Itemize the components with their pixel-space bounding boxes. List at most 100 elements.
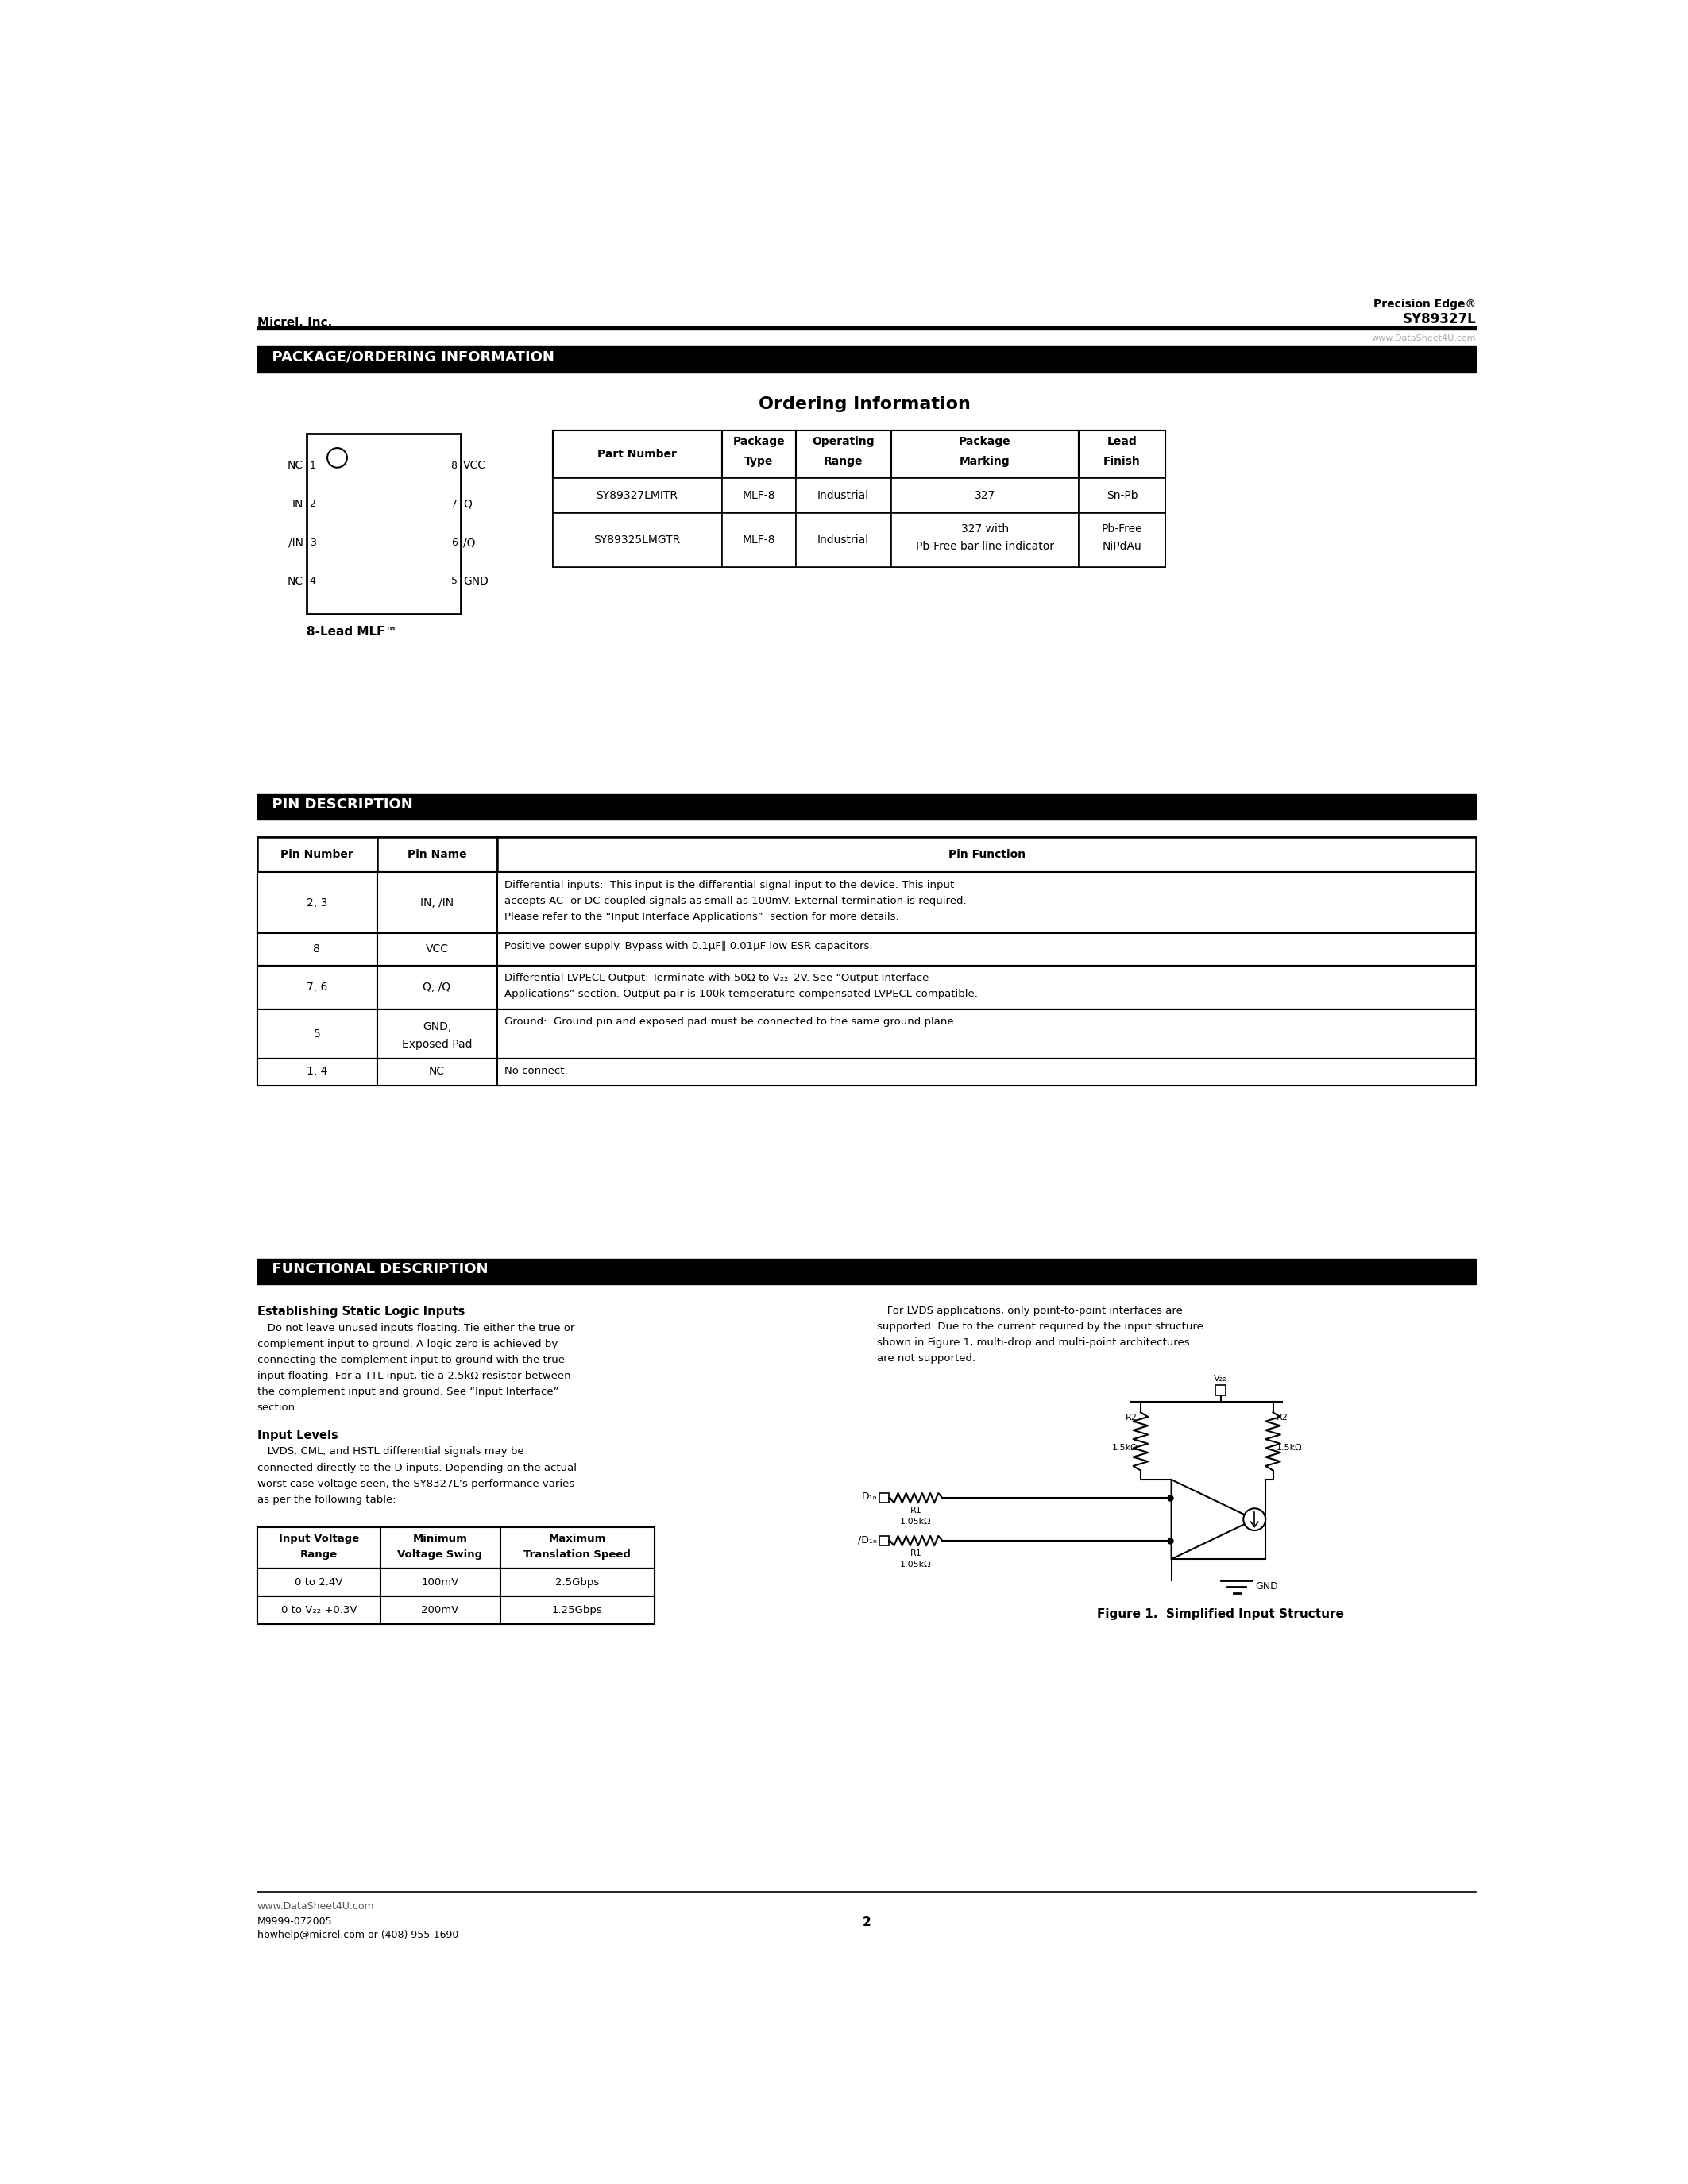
Bar — [257, 933, 1475, 965]
Bar — [257, 836, 1475, 871]
Bar — [257, 1527, 655, 1568]
Bar — [891, 430, 1079, 478]
Text: supported. Due to the current required by the input structure: supported. Due to the current required b… — [878, 1321, 1204, 1332]
Text: 100mV: 100mV — [422, 1577, 459, 1588]
Text: are not supported.: are not supported. — [878, 1354, 976, 1365]
Text: worst case voltage seen, the SY8327L’s performance varies: worst case voltage seen, the SY8327L’s p… — [257, 1479, 574, 1489]
Text: MLF-8: MLF-8 — [743, 535, 775, 546]
Text: Q, /Q: Q, /Q — [424, 983, 451, 994]
Text: R1: R1 — [910, 1507, 922, 1514]
Bar — [257, 965, 1475, 1009]
Bar — [498, 1009, 1475, 1059]
Text: Do not leave unused inputs floating. Tie either the true or: Do not leave unused inputs floating. Tie… — [257, 1324, 574, 1334]
Text: Pin Number: Pin Number — [280, 850, 353, 860]
Bar — [376, 1009, 498, 1059]
Text: Voltage Swing: Voltage Swing — [397, 1548, 483, 1559]
Text: 200mV: 200mV — [422, 1605, 459, 1614]
Text: Operating: Operating — [812, 437, 874, 448]
Bar — [879, 1494, 890, 1503]
Text: the complement input and ground. See “Input Interface”: the complement input and ground. See “In… — [257, 1387, 559, 1398]
Text: hbwhelp@micrel.com or (408) 955-1690: hbwhelp@micrel.com or (408) 955-1690 — [257, 1931, 459, 1939]
Bar — [500, 1568, 655, 1597]
Bar — [722, 513, 795, 568]
Text: 327 with: 327 with — [960, 524, 1009, 535]
Text: FUNCTIONAL DESCRIPTION: FUNCTIONAL DESCRIPTION — [262, 1262, 488, 1275]
Text: 2, 3: 2, 3 — [307, 898, 327, 909]
Text: For LVDS applications, only point-to-point interfaces are: For LVDS applications, only point-to-poi… — [878, 1306, 1183, 1317]
Text: SY89325LMGTR: SY89325LMGTR — [594, 535, 680, 546]
Bar — [257, 1568, 380, 1597]
Bar — [552, 430, 722, 478]
Text: 1.05kΩ: 1.05kΩ — [900, 1518, 932, 1524]
Bar — [498, 1059, 1475, 1085]
Bar — [1079, 478, 1165, 513]
Text: SY89327L: SY89327L — [1403, 312, 1475, 328]
Text: Micrel, Inc.: Micrel, Inc. — [257, 317, 333, 330]
Text: Finish: Finish — [1104, 456, 1141, 467]
Text: Range: Range — [824, 456, 863, 467]
Text: Pin Function: Pin Function — [949, 850, 1025, 860]
Text: 1.5kΩ: 1.5kΩ — [1276, 1444, 1301, 1452]
Bar — [795, 478, 891, 513]
Text: Sn-Pb: Sn-Pb — [1106, 489, 1138, 502]
Text: 7: 7 — [451, 500, 457, 509]
Text: NC: NC — [287, 461, 304, 472]
Text: M9999-072005: M9999-072005 — [257, 1915, 333, 1926]
Text: as per the following table:: as per the following table: — [257, 1494, 397, 1505]
Bar — [257, 1009, 1475, 1059]
Text: Positive power supply. Bypass with 0.1μF‖ 0.01μF low ESR capacitors.: Positive power supply. Bypass with 0.1μF… — [505, 941, 873, 952]
Text: Exposed Pad: Exposed Pad — [402, 1040, 473, 1051]
Text: 327: 327 — [974, 489, 996, 502]
Text: V₂₂: V₂₂ — [1214, 1374, 1227, 1382]
Bar — [376, 1059, 498, 1085]
Text: accepts AC- or DC-coupled signals as small as 100mV. External termination is req: accepts AC- or DC-coupled signals as sma… — [505, 895, 967, 906]
Text: VCC: VCC — [464, 461, 486, 472]
Text: 8: 8 — [451, 461, 457, 472]
Text: shown in Figure 1, multi-drop and multi-point architectures: shown in Figure 1, multi-drop and multi-… — [878, 1339, 1190, 1348]
Bar — [257, 871, 376, 933]
Bar — [380, 1568, 500, 1597]
Text: Establishing Static Logic Inputs: Establishing Static Logic Inputs — [257, 1306, 464, 1317]
Text: Marking: Marking — [959, 456, 1009, 467]
Text: /Q: /Q — [464, 537, 476, 548]
Text: R2: R2 — [1126, 1413, 1138, 1422]
Circle shape — [327, 448, 348, 467]
Text: 4: 4 — [309, 577, 316, 587]
Bar — [498, 933, 1475, 965]
Text: NiPdAu: NiPdAu — [1102, 542, 1141, 553]
Bar — [257, 1009, 376, 1059]
Text: IN: IN — [292, 498, 304, 509]
Bar — [257, 836, 376, 871]
Text: /IN: /IN — [289, 537, 304, 548]
Text: NC: NC — [429, 1066, 446, 1077]
Bar — [500, 1597, 655, 1625]
Bar — [498, 871, 1475, 933]
Bar — [879, 1535, 890, 1546]
Bar — [376, 836, 498, 871]
Bar — [552, 478, 722, 513]
Text: Industrial: Industrial — [817, 535, 869, 546]
Bar — [795, 513, 891, 568]
Text: D₁ₙ: D₁ₙ — [861, 1492, 878, 1503]
Text: GND: GND — [464, 577, 490, 587]
Text: 2: 2 — [863, 1915, 871, 1928]
Text: 1, 4: 1, 4 — [307, 1066, 327, 1077]
Text: GND: GND — [1256, 1581, 1278, 1592]
Text: 2: 2 — [309, 500, 316, 509]
Text: 0 to 2.4V: 0 to 2.4V — [295, 1577, 343, 1588]
Bar — [498, 965, 1475, 1009]
Bar — [257, 1059, 376, 1085]
Text: Input Levels: Input Levels — [257, 1431, 338, 1441]
Text: R1: R1 — [910, 1548, 922, 1557]
Bar — [552, 430, 1165, 478]
Text: Type: Type — [744, 456, 773, 467]
Bar — [1215, 1385, 1225, 1396]
Bar — [257, 933, 376, 965]
Text: 5: 5 — [451, 577, 457, 587]
Text: LVDS, CML, and HSTL differential signals may be: LVDS, CML, and HSTL differential signals… — [257, 1446, 523, 1457]
Text: 1.25Gbps: 1.25Gbps — [552, 1605, 603, 1614]
Bar — [552, 513, 722, 568]
Bar — [376, 871, 498, 933]
Text: VCC: VCC — [425, 943, 449, 954]
Bar — [257, 1568, 655, 1597]
